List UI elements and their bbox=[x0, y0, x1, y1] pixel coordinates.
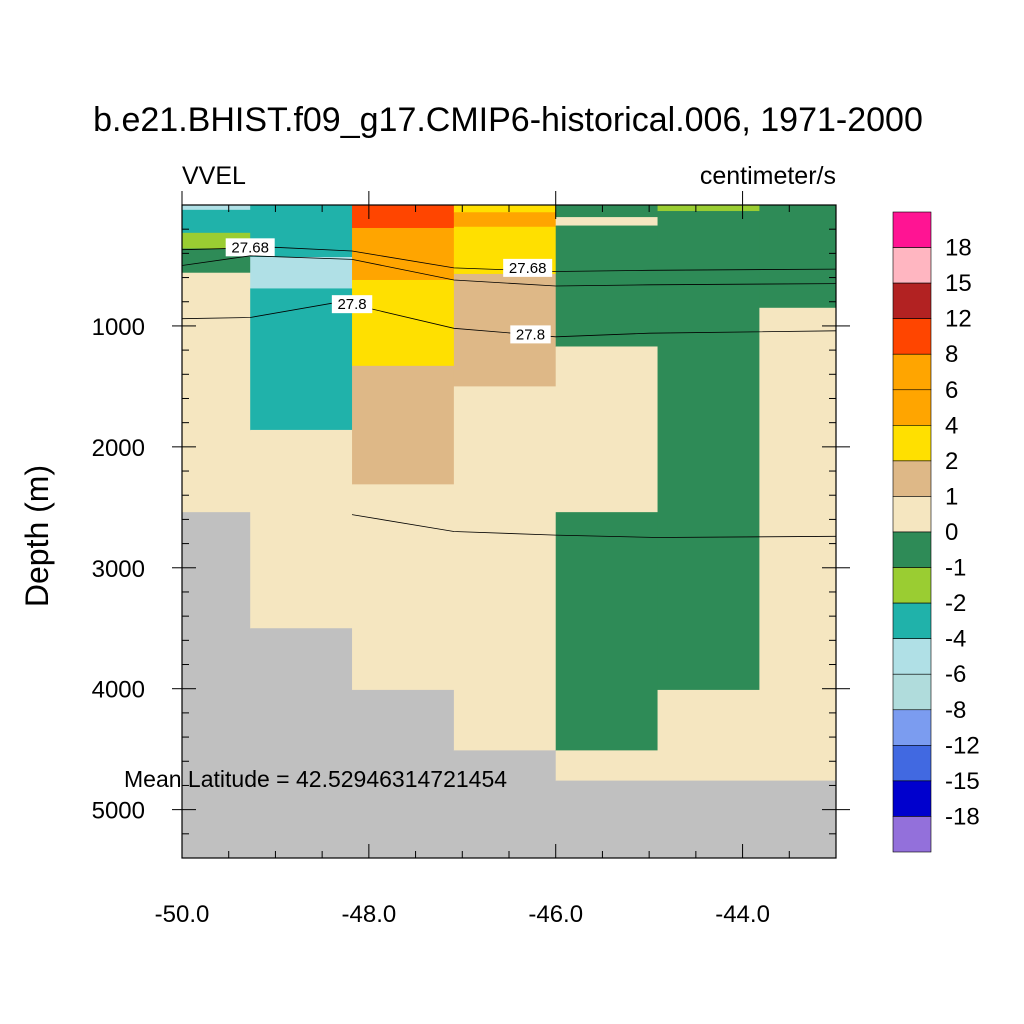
y-tick-label: 3000 bbox=[92, 556, 145, 583]
contour-line-1 bbox=[181, 255, 837, 287]
colorbar-label-4: 6 bbox=[945, 377, 958, 404]
colorbar-label-7: 1 bbox=[945, 483, 958, 510]
cell-23 bbox=[555, 205, 659, 218]
colorbar-swatch-7 bbox=[892, 460, 932, 497]
colorbar: 18 15 12 8 6 4 2 1 0 -1 -2 -4 -6 -8 -12 -15 -18 bbox=[892, 211, 980, 853]
cell-30 bbox=[657, 205, 760, 212]
cell-31 bbox=[657, 211, 760, 691]
colorbar-swatch-6 bbox=[892, 425, 932, 462]
colorbar-swatch-0 bbox=[892, 211, 932, 248]
left-subtitle: VVEL bbox=[182, 162, 246, 190]
y-axis-label: Depth (m) bbox=[19, 465, 55, 607]
cell-16 bbox=[352, 689, 455, 859]
cell-34 bbox=[759, 205, 837, 309]
cell-14 bbox=[352, 365, 455, 485]
cell-4 bbox=[182, 272, 251, 513]
cell-28 bbox=[555, 750, 659, 782]
cell-12 bbox=[352, 227, 455, 281]
cell-18 bbox=[453, 212, 557, 228]
cell-21 bbox=[453, 386, 557, 751]
colorbar-label-13: -8 bbox=[945, 697, 966, 724]
colorbar-label-9: -1 bbox=[945, 555, 966, 582]
colorbar-swatch-3 bbox=[892, 318, 932, 355]
cell-17 bbox=[453, 205, 557, 213]
heatmap-cells bbox=[182, 205, 837, 859]
colorbar-swatch-1 bbox=[892, 247, 932, 284]
colorbar-swatch-2 bbox=[892, 282, 932, 319]
x-tick-label: -46.0 bbox=[528, 901, 583, 928]
colorbar-label-16: -18 bbox=[945, 803, 980, 830]
colorbar-label-15: -15 bbox=[945, 768, 980, 795]
colorbar-label-10: -2 bbox=[945, 590, 966, 617]
colorbar-swatch-12 bbox=[892, 638, 932, 675]
cell-11 bbox=[352, 205, 455, 229]
x-tick-label: -48.0 bbox=[342, 901, 397, 928]
contour-line-3 bbox=[351, 514, 837, 538]
colorbar-swatch-15 bbox=[892, 745, 932, 782]
cell-1 bbox=[182, 209, 251, 234]
cell-9 bbox=[250, 429, 353, 629]
colorbar-label-12: -6 bbox=[945, 661, 966, 688]
colorbar-label-5: 4 bbox=[945, 412, 958, 439]
y-tick-label: 1000 bbox=[92, 314, 145, 341]
cell-5 bbox=[182, 512, 251, 859]
colorbar-swatch-16 bbox=[892, 780, 932, 817]
contour-label-bg-0-0 bbox=[225, 238, 275, 257]
colorbar-label-0: 18 bbox=[945, 235, 972, 262]
cell-29 bbox=[555, 780, 659, 859]
cell-26 bbox=[555, 346, 659, 513]
x-tick-label: -44.0 bbox=[715, 901, 770, 928]
mean-latitude-note: Mean Latitude = 42.52946314721454 bbox=[124, 766, 507, 792]
contour-label-bg-2-0 bbox=[331, 295, 373, 314]
colorbar-swatch-17 bbox=[892, 816, 932, 853]
cell-25 bbox=[555, 225, 659, 347]
contour-label-bg-2-1 bbox=[510, 325, 551, 344]
cell-24 bbox=[555, 217, 659, 227]
x-tick-label: -50.0 bbox=[155, 901, 210, 928]
cell-36 bbox=[759, 780, 837, 859]
cell-15 bbox=[352, 484, 455, 691]
cell-0 bbox=[182, 205, 251, 211]
cell-13 bbox=[352, 279, 455, 367]
density-contours: 27.68 27.68 27.8 27.8 bbox=[181, 238, 837, 538]
cell-35 bbox=[759, 307, 837, 782]
plot-axes: -50.0 -48.0 -46.0 -44.0 1000 2000 3000 4000 5000 bbox=[92, 191, 850, 928]
colorbar-swatch-9 bbox=[892, 531, 932, 568]
contour-line-2 bbox=[181, 301, 837, 338]
contour-label-0-1: 27.68 bbox=[509, 260, 547, 277]
colorbar-swatch-4 bbox=[892, 353, 932, 391]
cell-22 bbox=[453, 750, 557, 859]
y-tick-label: 5000 bbox=[92, 798, 145, 825]
contour-label-bg-0-1 bbox=[503, 258, 553, 277]
cell-10 bbox=[250, 628, 353, 859]
y-tick-label: 2000 bbox=[92, 435, 145, 462]
contour-label-2-0: 27.8 bbox=[337, 296, 366, 313]
colorbar-label-1: 15 bbox=[945, 270, 972, 297]
colorbar-label-6: 2 bbox=[945, 448, 958, 475]
right-subtitle: centimeter/s bbox=[700, 162, 836, 190]
colorbar-swatch-11 bbox=[892, 602, 932, 639]
colorbar-swatch-8 bbox=[892, 496, 932, 533]
chart-title: b.e21.BHIST.f09_g17.CMIP6-historical.006… bbox=[93, 101, 923, 139]
colorbar-label-8: 0 bbox=[945, 519, 958, 546]
colorbar-swatch-5 bbox=[892, 389, 932, 426]
contour-line-0 bbox=[181, 246, 837, 272]
colorbar-label-3: 8 bbox=[945, 341, 958, 368]
cell-33 bbox=[657, 780, 760, 859]
contour-label-2-1: 27.8 bbox=[516, 326, 545, 343]
colorbar-swatch-13 bbox=[892, 673, 932, 711]
cell-32 bbox=[657, 689, 760, 782]
colorbar-swatch-14 bbox=[892, 709, 932, 746]
cell-7 bbox=[250, 256, 353, 289]
colorbar-label-14: -12 bbox=[945, 732, 980, 759]
y-tick-label: 4000 bbox=[92, 677, 145, 704]
colorbar-swatch-10 bbox=[892, 567, 932, 604]
colorbar-label-2: 12 bbox=[945, 306, 972, 333]
contour-label-0-0: 27.68 bbox=[231, 239, 269, 256]
colorbar-label-11: -4 bbox=[945, 626, 966, 653]
cell-27 bbox=[555, 512, 659, 751]
